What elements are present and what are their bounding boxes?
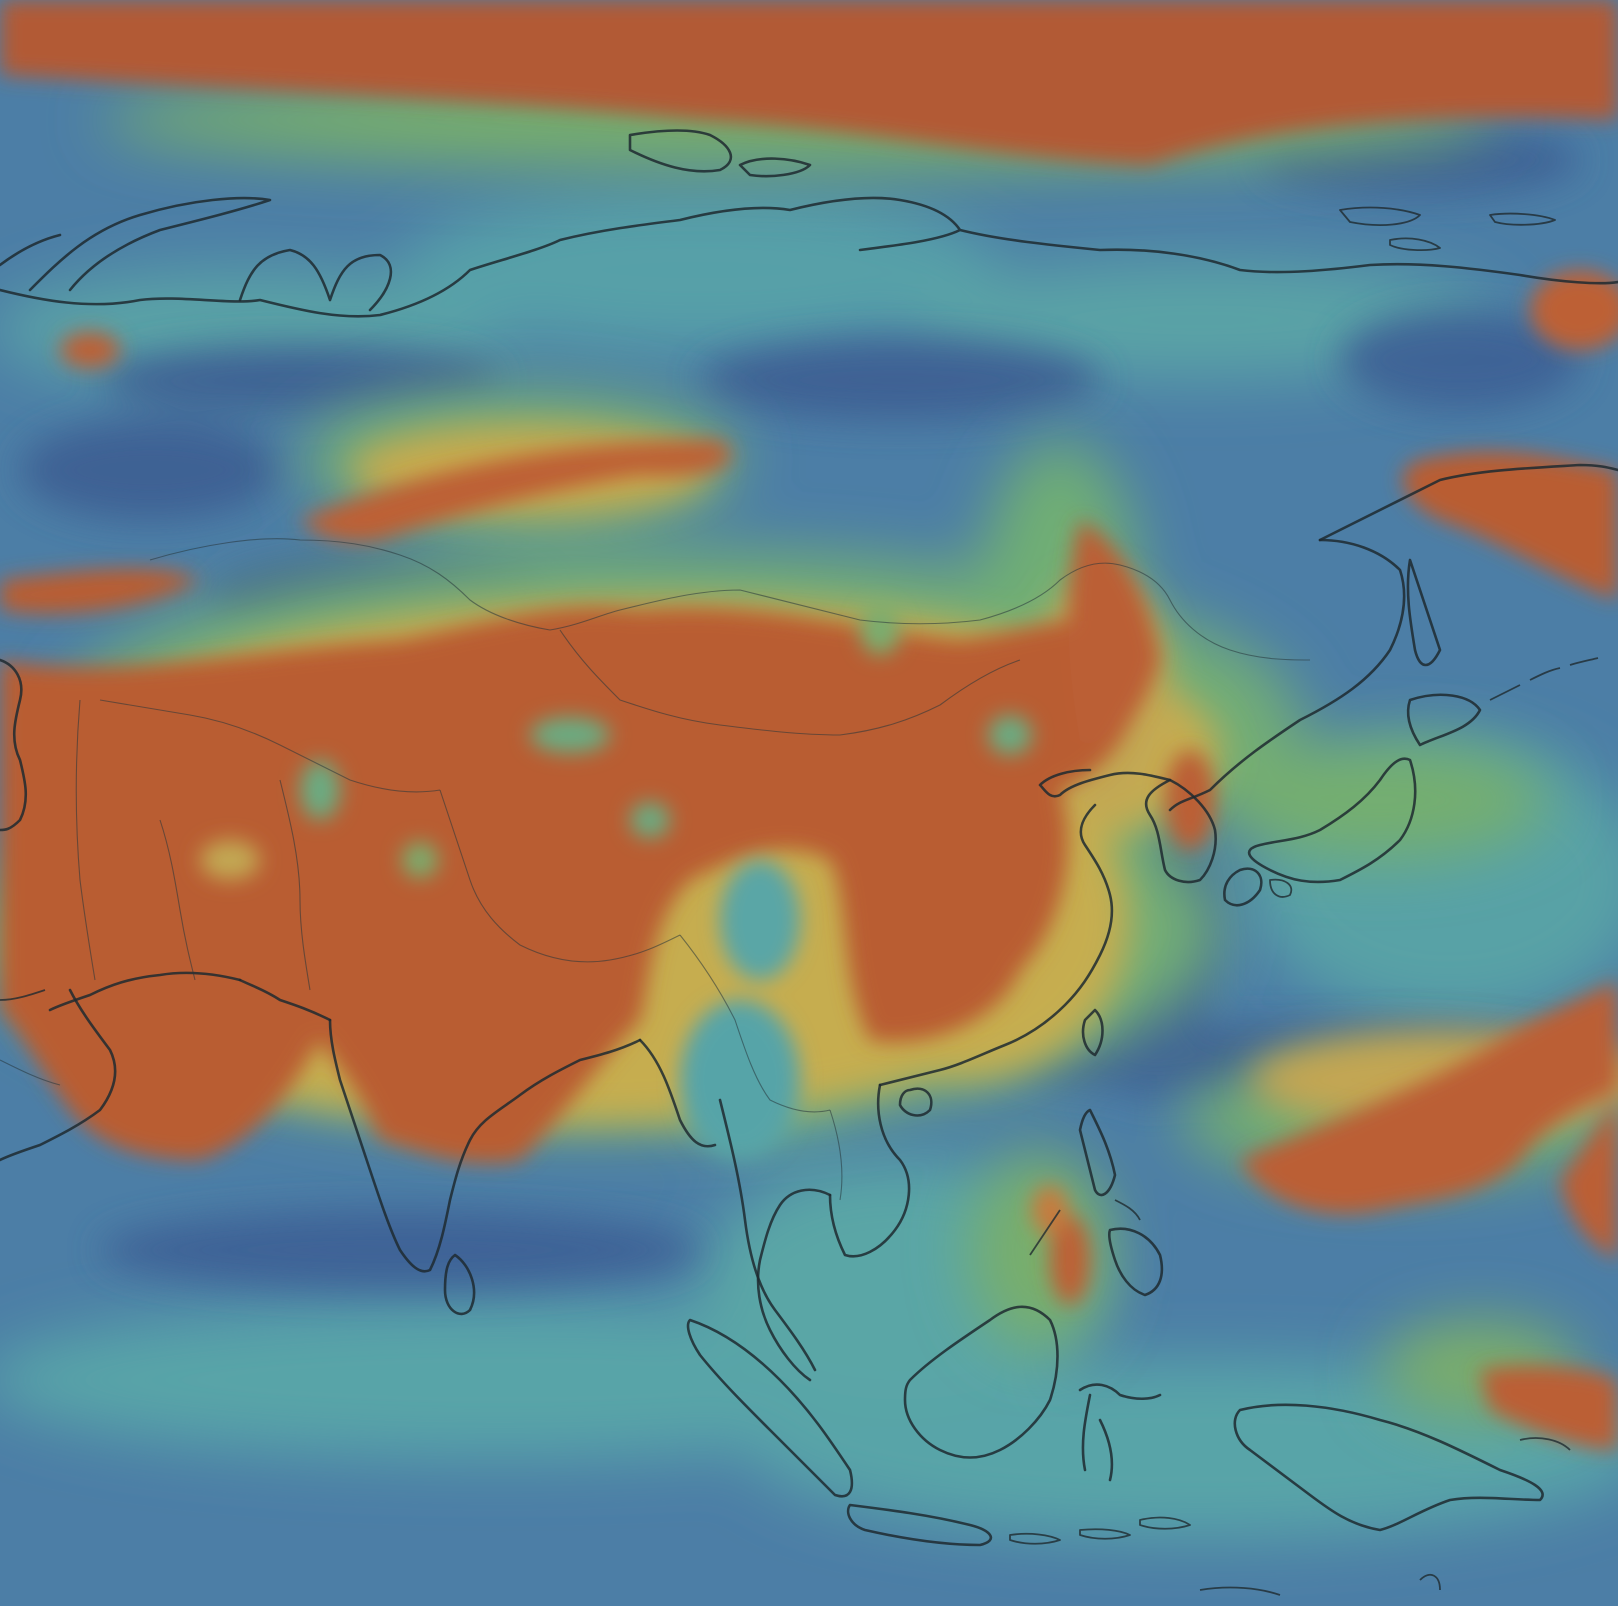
country-borders — [0, 538, 1311, 1201]
field-inner-spots — [200, 605, 1032, 1160]
field-high-layer — [0, 0, 1618, 1450]
coastlines — [0, 129, 1618, 1596]
